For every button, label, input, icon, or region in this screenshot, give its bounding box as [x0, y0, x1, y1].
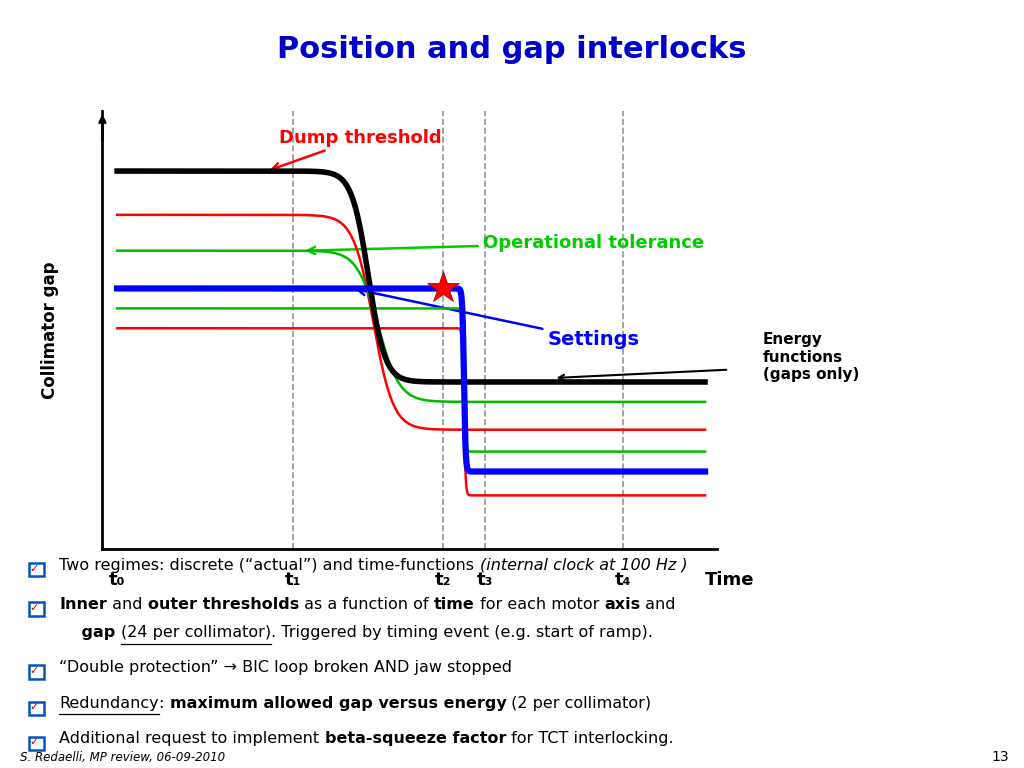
Text: for each motor: for each motor: [474, 597, 604, 612]
Text: (internal clock at 100 Hz ): (internal clock at 100 Hz ): [479, 558, 687, 573]
Text: Redundancy: Redundancy: [59, 696, 159, 711]
Text: Additional request to implement: Additional request to implement: [59, 731, 325, 746]
Text: “Double protection” → BIC loop broken AND jaw stopped: “Double protection” → BIC loop broken AN…: [59, 660, 512, 675]
Text: Settings: Settings: [357, 287, 640, 349]
Text: time: time: [434, 597, 474, 612]
Text: t₄: t₄: [614, 571, 631, 589]
Text: Inner: Inner: [59, 597, 108, 612]
Text: Operational tolerance: Operational tolerance: [308, 234, 705, 254]
Text: (24 per collimator): (24 per collimator): [121, 625, 271, 641]
Text: t₃: t₃: [476, 571, 493, 589]
Text: t₀: t₀: [109, 571, 125, 589]
Text: . Triggered by timing event (e.g. start of ramp).: . Triggered by timing event (e.g. start …: [271, 625, 653, 641]
Text: and: and: [640, 597, 676, 612]
Text: beta-squeeze factor: beta-squeeze factor: [325, 731, 506, 746]
Text: Energy
functions
(gaps only): Energy functions (gaps only): [763, 333, 859, 382]
Text: outer thresholds: outer thresholds: [147, 597, 299, 612]
Text: Time: Time: [706, 571, 755, 589]
Text: axis: axis: [604, 597, 640, 612]
Text: 13: 13: [991, 750, 1009, 764]
Text: :: :: [159, 696, 170, 711]
Text: S. Redaelli, MP review, 06-09-2010: S. Redaelli, MP review, 06-09-2010: [20, 751, 225, 764]
Text: t₂: t₂: [435, 571, 452, 589]
Text: as a function of: as a function of: [299, 597, 434, 612]
Text: ✓: ✓: [30, 564, 39, 574]
Text: Collimator gap: Collimator gap: [41, 261, 59, 399]
Text: ✓: ✓: [30, 603, 39, 613]
Text: maximum allowed gap versus energy: maximum allowed gap versus energy: [170, 696, 506, 711]
Text: Position and gap interlocks: Position and gap interlocks: [278, 35, 746, 64]
Text: and: and: [108, 597, 147, 612]
Text: (2 per collimator): (2 per collimator): [506, 696, 651, 711]
Text: ✓: ✓: [30, 737, 39, 747]
Text: Dump threshold: Dump threshold: [272, 129, 441, 170]
Text: ✓: ✓: [30, 666, 39, 676]
Text: Two regimes: discrete (“actual”) and time-functions: Two regimes: discrete (“actual”) and tim…: [59, 558, 479, 573]
Text: gap: gap: [59, 625, 121, 641]
Text: ✓: ✓: [30, 702, 39, 712]
Text: t₁: t₁: [286, 571, 302, 589]
Text: for TCT interlocking.: for TCT interlocking.: [506, 731, 674, 746]
